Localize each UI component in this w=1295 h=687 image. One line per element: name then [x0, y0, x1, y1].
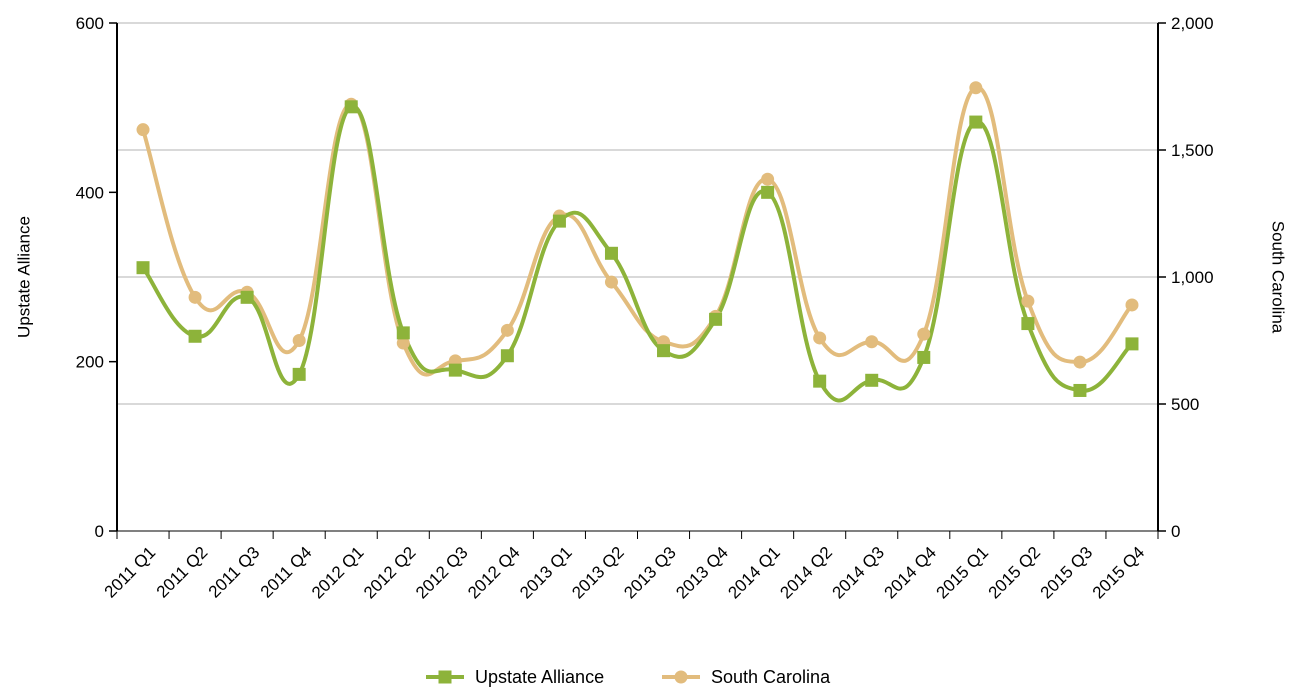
y-tick-left-label: 600 [76, 14, 104, 33]
south-carolina-point [969, 81, 983, 95]
x-tick-label: 2011 Q1 [101, 543, 160, 602]
upstate-alliance-point [1021, 317, 1035, 331]
x-tick-label: 2013 Q3 [620, 543, 680, 603]
y-tick-left-label: 400 [76, 183, 104, 202]
series-lines [141, 85, 1134, 403]
upstate-alliance-point [552, 214, 566, 228]
south-carolina-point [1125, 298, 1139, 312]
y-axis-title-left: Upstate Alliance [14, 216, 33, 338]
upstate-alliance-point [500, 349, 514, 363]
upstate-alliance-point [917, 350, 931, 364]
upstate-alliance-point [604, 246, 618, 260]
south-carolina-point [292, 334, 306, 347]
upstate-alliance-line [141, 104, 1134, 403]
upstate-alliance-point [136, 261, 150, 275]
y-tick-left-label: 200 [76, 353, 104, 372]
upstate-alliance-point [448, 363, 462, 377]
x-tick-label: 2015 Q3 [1037, 543, 1097, 603]
upstate-alliance-point [761, 185, 775, 199]
south-carolina-point [188, 290, 202, 304]
x-tick-label: 2011 Q4 [257, 543, 316, 602]
south-carolina-line [141, 85, 1134, 377]
x-tick-label: 2012 Q2 [360, 543, 420, 603]
upstate-alliance-point [188, 329, 202, 343]
upstate-alliance-point [813, 374, 827, 388]
upstate-alliance-point [969, 115, 983, 129]
x-tick-label: 2011 Q3 [205, 543, 264, 602]
y-axis-title-right: South Carolina [1269, 221, 1288, 334]
south-carolina-point [1073, 355, 1087, 369]
south-carolina-point [865, 335, 879, 349]
x-tick-label: 2013 Q1 [516, 543, 576, 603]
y-tick-left-label: 0 [95, 522, 104, 541]
y-tick-right-label: 2,000 [1171, 14, 1214, 33]
x-tick-label: 2013 Q4 [672, 543, 732, 603]
left-axis-ticks: 0 200 400 600 [76, 14, 117, 541]
x-tick-label: 2013 Q2 [568, 543, 628, 603]
series-markers [136, 81, 1139, 397]
legend-south-carolina-label: South Carolina [711, 667, 831, 687]
south-carolina-point [1021, 294, 1035, 308]
south-carolina-point [500, 323, 514, 337]
x-tick-label: 2015 Q1 [933, 543, 993, 603]
x-tick-label: 2014 Q4 [881, 543, 941, 603]
legend-upstate-alliance-swatch-marker [438, 670, 452, 684]
x-tick-label: 2015 Q2 [985, 543, 1045, 603]
south-carolina-point [604, 275, 618, 289]
x-tick-label: 2012 Q4 [464, 543, 524, 603]
south-carolina-point [396, 336, 410, 350]
x-tick-label: 2012 Q1 [308, 543, 368, 603]
upstate-alliance-point [292, 367, 306, 381]
x-tick-label: 2014 Q1 [724, 543, 784, 603]
upstate-alliance-point [865, 373, 879, 387]
upstate-alliance-point [657, 344, 671, 358]
y-tick-right-label: 0 [1171, 522, 1180, 541]
upstate-alliance-point [709, 312, 723, 326]
legend-south-carolina-swatch-marker [674, 670, 688, 684]
south-carolina-point [917, 327, 931, 341]
x-tick-label: 2011 Q2 [153, 543, 212, 602]
right-axis-ticks: 0 500 1,000 1,500 2,000 [1158, 14, 1214, 541]
south-carolina-point [813, 331, 827, 345]
upstate-alliance-point [344, 100, 358, 114]
x-tick-label: 2012 Q3 [412, 543, 472, 603]
upstate-alliance-point [1125, 337, 1139, 351]
gridlines [117, 22, 1158, 405]
upstate-alliance-point [1073, 383, 1087, 397]
x-tick-label: 2014 Q2 [776, 543, 836, 603]
legend: Upstate Alliance South Carolina [426, 667, 831, 687]
legend-upstate-alliance-label: Upstate Alliance [475, 667, 604, 687]
x-tick-label: 2014 Q3 [828, 543, 888, 603]
y-tick-right-label: 1,500 [1171, 141, 1214, 160]
y-tick-right-label: 1,000 [1171, 268, 1214, 287]
x-tick-label: 2015 Q4 [1089, 543, 1149, 603]
south-carolina-point [136, 123, 150, 137]
upstate-alliance-point [396, 326, 410, 340]
south-carolina-point [761, 172, 775, 186]
upstate-alliance-point [240, 290, 254, 304]
y-tick-right-label: 500 [1171, 395, 1199, 414]
